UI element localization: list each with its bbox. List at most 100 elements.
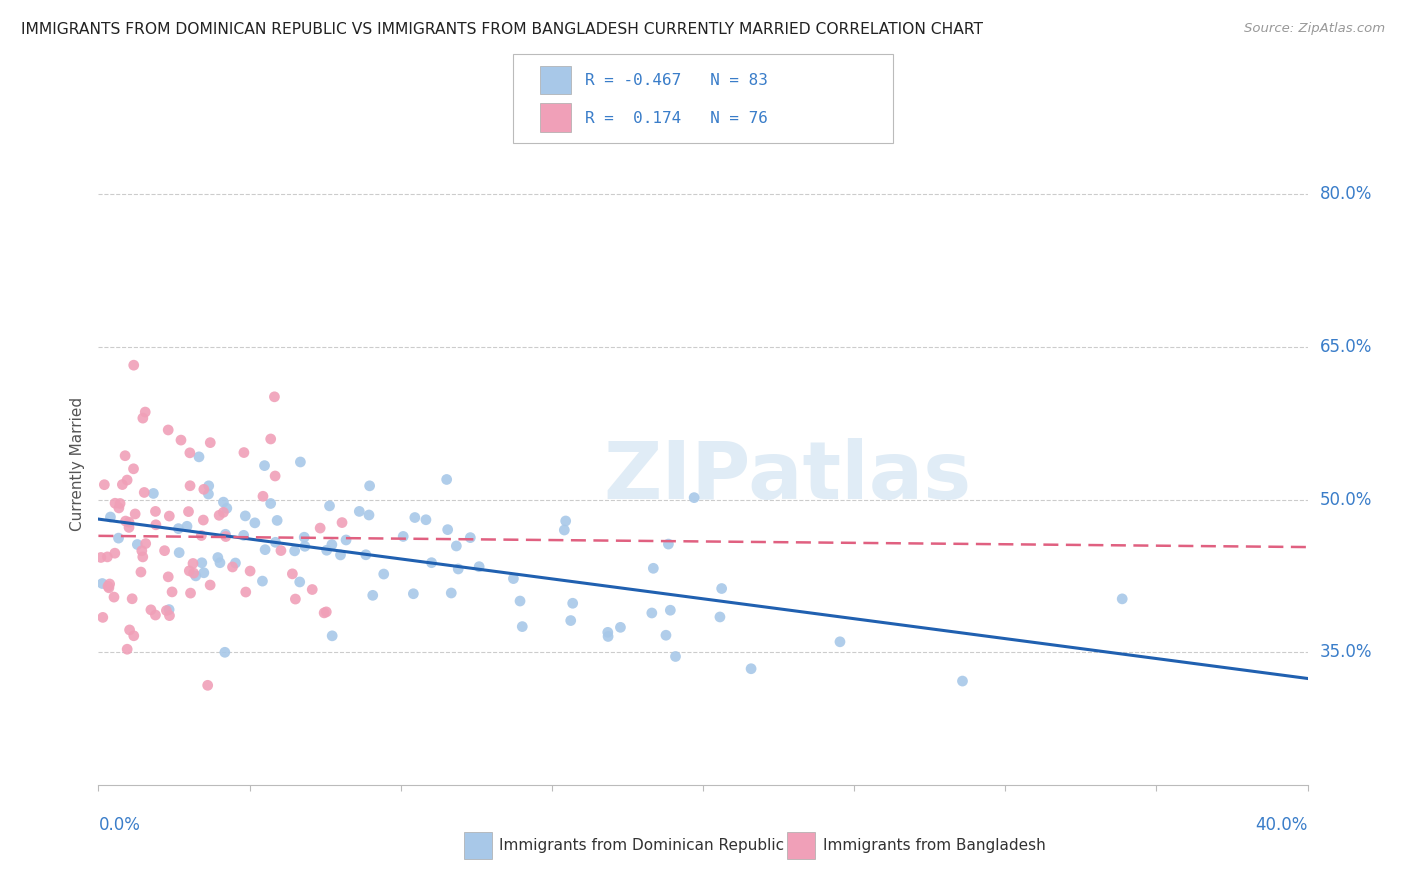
Point <box>292 530 315 544</box>
Point <box>207 550 229 565</box>
Point <box>373 567 395 582</box>
Point <box>468 559 491 574</box>
Point <box>155 603 177 617</box>
Point <box>655 628 678 642</box>
Text: 35.0%: 35.0% <box>1320 643 1372 662</box>
Point <box>193 483 215 497</box>
Point <box>357 508 380 522</box>
Point <box>179 564 201 578</box>
Point <box>107 531 129 545</box>
Point <box>122 462 145 476</box>
Point <box>447 562 470 576</box>
Point <box>212 505 235 519</box>
Point <box>509 594 531 608</box>
Point <box>108 496 131 510</box>
Point <box>239 564 262 578</box>
Point <box>122 629 145 643</box>
Point <box>91 610 114 624</box>
Point <box>208 556 231 570</box>
Point <box>561 596 583 610</box>
Point <box>108 500 131 515</box>
Point <box>215 530 238 544</box>
Point <box>104 496 127 510</box>
Text: R =  0.174   N = 76: R = 0.174 N = 76 <box>585 112 768 127</box>
Point <box>502 572 524 586</box>
Point <box>404 510 426 524</box>
Point <box>114 449 136 463</box>
Point <box>314 606 336 620</box>
Point <box>145 607 167 622</box>
Point <box>359 479 381 493</box>
Point <box>153 543 176 558</box>
Point <box>145 504 167 518</box>
Point <box>354 548 377 562</box>
Point <box>309 521 332 535</box>
Point <box>321 538 343 552</box>
Point <box>190 528 212 542</box>
Point <box>214 645 236 659</box>
Point <box>157 423 180 437</box>
Point <box>596 630 619 644</box>
Y-axis label: Currently Married: Currently Married <box>69 397 84 531</box>
Point <box>315 605 337 619</box>
Point <box>252 489 274 503</box>
Point <box>134 485 156 500</box>
Point <box>243 516 266 530</box>
Point <box>96 549 118 564</box>
Point <box>200 435 222 450</box>
Point <box>270 543 292 558</box>
Text: R = -0.467   N = 83: R = -0.467 N = 83 <box>585 73 768 88</box>
Point <box>460 531 482 545</box>
Point <box>129 565 152 579</box>
Text: 50.0%: 50.0% <box>1320 491 1372 508</box>
Point <box>114 514 136 528</box>
Point <box>93 477 115 491</box>
Point <box>402 587 425 601</box>
Point <box>167 522 190 536</box>
Point <box>440 586 463 600</box>
Point <box>281 566 304 581</box>
Point <box>420 556 443 570</box>
Point <box>318 499 340 513</box>
Point <box>139 603 162 617</box>
Point <box>179 479 201 493</box>
Point <box>167 546 190 560</box>
Point <box>233 508 256 523</box>
Point <box>159 608 181 623</box>
Point <box>132 411 155 425</box>
Point <box>197 479 219 493</box>
Point <box>361 588 384 602</box>
Point <box>284 544 307 558</box>
Point <box>142 486 165 500</box>
Point <box>221 560 243 574</box>
Point <box>260 432 283 446</box>
Point <box>122 358 145 372</box>
Point <box>176 519 198 533</box>
Point <box>191 556 214 570</box>
Point <box>188 450 211 464</box>
Point <box>290 455 312 469</box>
Point <box>415 513 437 527</box>
Point <box>179 446 201 460</box>
Point <box>131 543 153 558</box>
Point <box>436 473 458 487</box>
Text: Immigrants from Dominican Republic: Immigrants from Dominican Republic <box>499 838 785 853</box>
Point <box>284 592 307 607</box>
Point <box>157 509 180 524</box>
Point <box>315 543 337 558</box>
Point <box>214 527 236 541</box>
Point <box>828 634 851 648</box>
Point <box>98 577 121 591</box>
Point <box>212 495 235 509</box>
Point <box>181 557 204 571</box>
Point <box>260 496 283 510</box>
Point <box>224 556 246 570</box>
Point <box>1111 591 1133 606</box>
Point <box>263 390 285 404</box>
Text: 40.0%: 40.0% <box>1256 816 1308 834</box>
Point <box>215 501 238 516</box>
Point <box>193 566 215 580</box>
Text: ZIPatlas: ZIPatlas <box>603 438 972 516</box>
Point <box>349 504 371 518</box>
Point <box>664 649 686 664</box>
